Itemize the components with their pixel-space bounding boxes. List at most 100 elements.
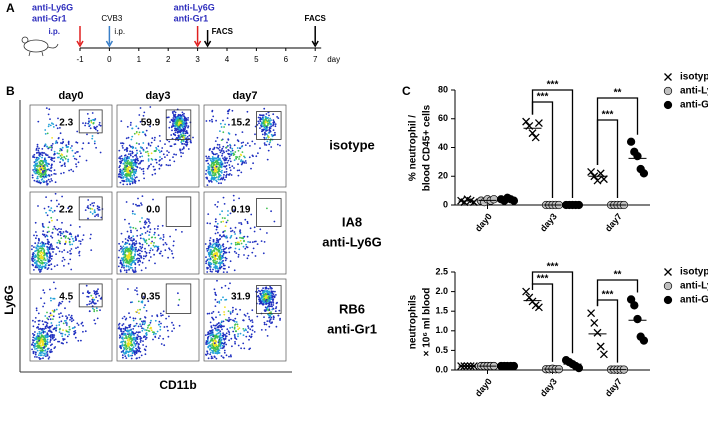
event-dot bbox=[170, 250, 173, 252]
event-dot bbox=[150, 327, 153, 329]
event-dot bbox=[244, 315, 247, 317]
event-dot bbox=[234, 233, 237, 235]
event-dot bbox=[223, 203, 226, 205]
event-dot bbox=[49, 288, 51, 291]
event-dot bbox=[222, 267, 225, 270]
event-dot bbox=[139, 161, 142, 164]
event-dot bbox=[240, 159, 243, 161]
event-dot bbox=[85, 284, 88, 287]
event-dot bbox=[234, 151, 237, 153]
event-dot bbox=[120, 120, 123, 122]
event-dot bbox=[68, 314, 70, 316]
event-dot bbox=[264, 143, 266, 146]
y-tick-label: 1.0 bbox=[435, 325, 448, 335]
event-dot bbox=[248, 318, 251, 321]
timeline-tick-label: 2 bbox=[166, 55, 171, 64]
event-dot bbox=[187, 117, 190, 119]
event-dot bbox=[142, 159, 144, 162]
event-dot bbox=[210, 337, 213, 339]
event-dot bbox=[69, 316, 72, 319]
event-dot bbox=[44, 266, 47, 269]
event-dot bbox=[261, 289, 264, 292]
event-dot bbox=[266, 320, 269, 322]
event-dot bbox=[118, 326, 121, 328]
arrow-head bbox=[105, 40, 114, 48]
event-dot bbox=[121, 247, 123, 249]
event-dot bbox=[265, 137, 268, 139]
event-dot bbox=[50, 299, 52, 302]
event-dot bbox=[157, 247, 159, 249]
event-dot bbox=[214, 267, 217, 270]
event-dot bbox=[59, 230, 62, 233]
event-dot bbox=[242, 334, 245, 336]
event-dot bbox=[208, 332, 211, 335]
event-dot bbox=[134, 263, 137, 266]
event-dot bbox=[82, 122, 84, 124]
event-dot bbox=[135, 342, 138, 345]
event-dot bbox=[211, 246, 213, 248]
event-dot bbox=[229, 146, 232, 149]
event-dot bbox=[221, 256, 224, 259]
event-dot bbox=[173, 118, 175, 121]
gate bbox=[78, 109, 103, 134]
event-dot bbox=[229, 246, 232, 249]
event-dot bbox=[129, 237, 131, 240]
event-dot bbox=[237, 333, 240, 335]
event-dot bbox=[55, 140, 58, 143]
event-dot bbox=[91, 137, 94, 140]
event-dot bbox=[264, 128, 267, 131]
event-dot bbox=[121, 241, 124, 243]
event-dot bbox=[183, 127, 185, 130]
event-dot bbox=[40, 297, 42, 300]
event-dot bbox=[272, 318, 275, 320]
event-dot bbox=[91, 202, 94, 205]
event-dot bbox=[93, 298, 95, 301]
event-dot bbox=[228, 164, 231, 166]
event-dot bbox=[130, 121, 132, 124]
event-dot bbox=[35, 347, 38, 350]
event-dot bbox=[241, 131, 244, 134]
event-dot bbox=[44, 129, 47, 131]
event-dot bbox=[53, 157, 56, 159]
event-dot bbox=[43, 250, 45, 253]
event-dot bbox=[34, 266, 37, 269]
event-dot bbox=[264, 115, 267, 118]
event-dot bbox=[226, 319, 229, 322]
event-dot bbox=[123, 157, 126, 160]
event-dot bbox=[154, 172, 157, 175]
event-dot bbox=[33, 346, 36, 349]
event-dot bbox=[161, 224, 164, 227]
event-dot bbox=[216, 271, 219, 274]
gate-percentage: 0.35 bbox=[141, 292, 161, 303]
event-dot bbox=[53, 209, 56, 212]
event-dot bbox=[141, 261, 144, 264]
event-dot bbox=[62, 329, 64, 331]
event-dot bbox=[123, 149, 126, 151]
event-dot bbox=[239, 239, 242, 242]
event-dot bbox=[36, 158, 39, 161]
event-dot bbox=[215, 357, 218, 360]
event-dot bbox=[51, 350, 53, 353]
event-dot bbox=[53, 347, 56, 349]
event-dot bbox=[87, 292, 90, 295]
event-dot bbox=[38, 245, 40, 248]
event-dot bbox=[53, 328, 56, 330]
event-dot bbox=[41, 320, 44, 323]
event-dot bbox=[225, 332, 228, 335]
event-dot bbox=[207, 331, 210, 334]
event-dot bbox=[128, 173, 130, 175]
event-dot bbox=[127, 338, 130, 340]
event-dot bbox=[220, 286, 223, 289]
event-dot bbox=[227, 149, 230, 151]
event-dot bbox=[245, 329, 248, 332]
event-dot bbox=[51, 324, 54, 327]
y-tick-label: 40 bbox=[438, 142, 448, 152]
event-dot bbox=[51, 343, 53, 346]
event-dot bbox=[136, 149, 138, 152]
mouse-icon bbox=[21, 36, 59, 57]
event-dot bbox=[209, 353, 212, 356]
event-dot bbox=[140, 202, 142, 205]
event-dot bbox=[214, 293, 217, 296]
event-dot bbox=[128, 269, 130, 271]
event-dot bbox=[78, 155, 81, 158]
